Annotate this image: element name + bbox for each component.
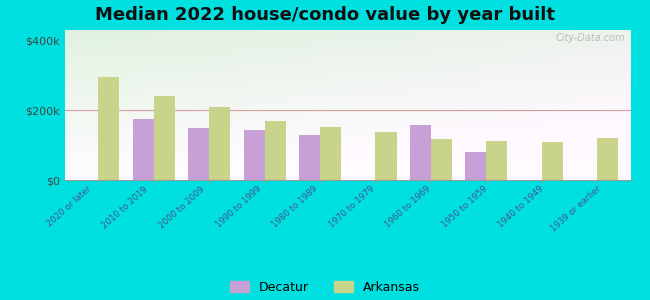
Bar xyxy=(209,107,230,180)
Text: City-Data.com: City-Data.com xyxy=(555,33,625,43)
Text: 2010 to 2019: 2010 to 2019 xyxy=(101,184,150,230)
Bar xyxy=(542,142,563,180)
Legend: Decatur, Arkansas: Decatur, Arkansas xyxy=(230,281,420,294)
Text: Median 2022 house/condo value by year built: Median 2022 house/condo value by year bu… xyxy=(95,6,555,24)
Bar xyxy=(98,77,120,180)
Text: 1980 to 1989: 1980 to 1989 xyxy=(270,184,320,230)
Bar xyxy=(153,96,175,180)
Bar xyxy=(465,152,486,180)
Text: 2020 or later: 2020 or later xyxy=(46,184,94,229)
Bar xyxy=(486,141,508,180)
Text: 1950 to 1959: 1950 to 1959 xyxy=(440,184,489,230)
Text: 2000 to 2009: 2000 to 2009 xyxy=(157,184,207,230)
Bar xyxy=(188,128,209,180)
Bar xyxy=(320,127,341,180)
Text: 1970 to 1979: 1970 to 1979 xyxy=(327,184,376,230)
Text: 1939 or earlier: 1939 or earlier xyxy=(549,184,602,234)
Text: 1990 to 1999: 1990 to 1999 xyxy=(214,184,263,230)
Bar xyxy=(597,138,618,180)
Bar xyxy=(265,122,285,180)
Bar xyxy=(244,130,265,180)
Bar xyxy=(410,125,431,180)
Text: 1940 to 1949: 1940 to 1949 xyxy=(497,184,545,230)
Bar xyxy=(376,132,396,180)
Text: 1960 to 1969: 1960 to 1969 xyxy=(384,184,433,230)
Bar xyxy=(133,119,153,180)
Bar xyxy=(299,135,320,180)
Bar xyxy=(431,139,452,180)
